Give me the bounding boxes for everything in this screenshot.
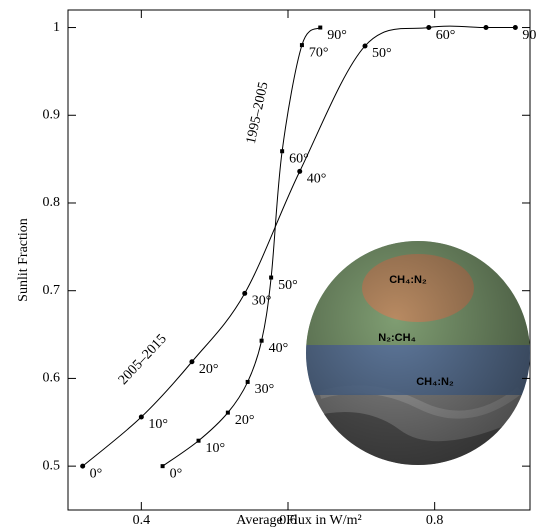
point-label: 10° — [148, 417, 168, 432]
marker — [426, 25, 432, 31]
marker — [196, 438, 201, 443]
y-tick-label: 0.6 — [43, 371, 61, 386]
inset-label: CH₄:N₂ — [416, 376, 454, 388]
point-label: 40° — [269, 341, 289, 356]
marker — [160, 464, 165, 469]
marker — [242, 290, 248, 296]
marker — [362, 43, 368, 49]
point-label: 10° — [206, 441, 226, 456]
point-label: 50° — [372, 46, 392, 61]
marker — [299, 43, 304, 48]
pluto-inset: CH₄:N₂ N₂:CH₄ CH₄:N₂ — [306, 241, 530, 465]
point-label: 20° — [235, 413, 255, 428]
point-label: 0° — [170, 466, 183, 481]
marker — [189, 359, 195, 365]
point-label: 30° — [252, 294, 272, 309]
y-tick-label: 0.8 — [43, 195, 61, 210]
marker — [138, 414, 144, 420]
x-tick-label: 0.4 — [133, 513, 151, 528]
point-label: 0° — [90, 466, 103, 481]
marker — [483, 25, 489, 31]
inset-label: CH₄:N₂ — [389, 274, 427, 286]
x-tick-label: 0.8 — [426, 513, 444, 528]
marker — [80, 463, 86, 469]
y-axis-label: Sunlit Fraction — [16, 218, 31, 302]
point-label: 40° — [307, 172, 327, 187]
x-axis-label: Average Flux in W/m² — [236, 513, 361, 528]
series-label: 2005–2015 — [116, 332, 170, 388]
plot-frame — [67, 9, 531, 511]
point-label: 90 — [522, 28, 536, 43]
marker — [280, 149, 285, 154]
series-line — [162, 27, 321, 467]
point-label: 90° — [327, 28, 347, 43]
series-line — [82, 25, 516, 467]
x-tick-label: 0.6 — [279, 513, 297, 528]
marker — [225, 410, 230, 415]
marker — [269, 275, 274, 280]
y-tick-label: 0.9 — [43, 107, 61, 122]
y-tick-label: 0.7 — [43, 283, 61, 298]
marker — [512, 25, 518, 31]
marker — [318, 25, 323, 30]
point-label: 20° — [199, 362, 219, 377]
marker — [297, 168, 303, 174]
y-tick-label: 1 — [53, 20, 60, 35]
point-label: 30° — [255, 382, 275, 397]
point-label: 70° — [309, 45, 329, 60]
series-label: 1995–2005 — [244, 81, 272, 146]
point-label: 60° — [289, 151, 309, 166]
point-label: 50° — [278, 278, 298, 293]
inset-label: N₂:CH₄ — [378, 332, 416, 344]
marker — [245, 379, 250, 384]
marker — [259, 338, 264, 343]
y-tick-label: 0.5 — [43, 458, 61, 473]
point-label: 60° — [436, 28, 456, 43]
